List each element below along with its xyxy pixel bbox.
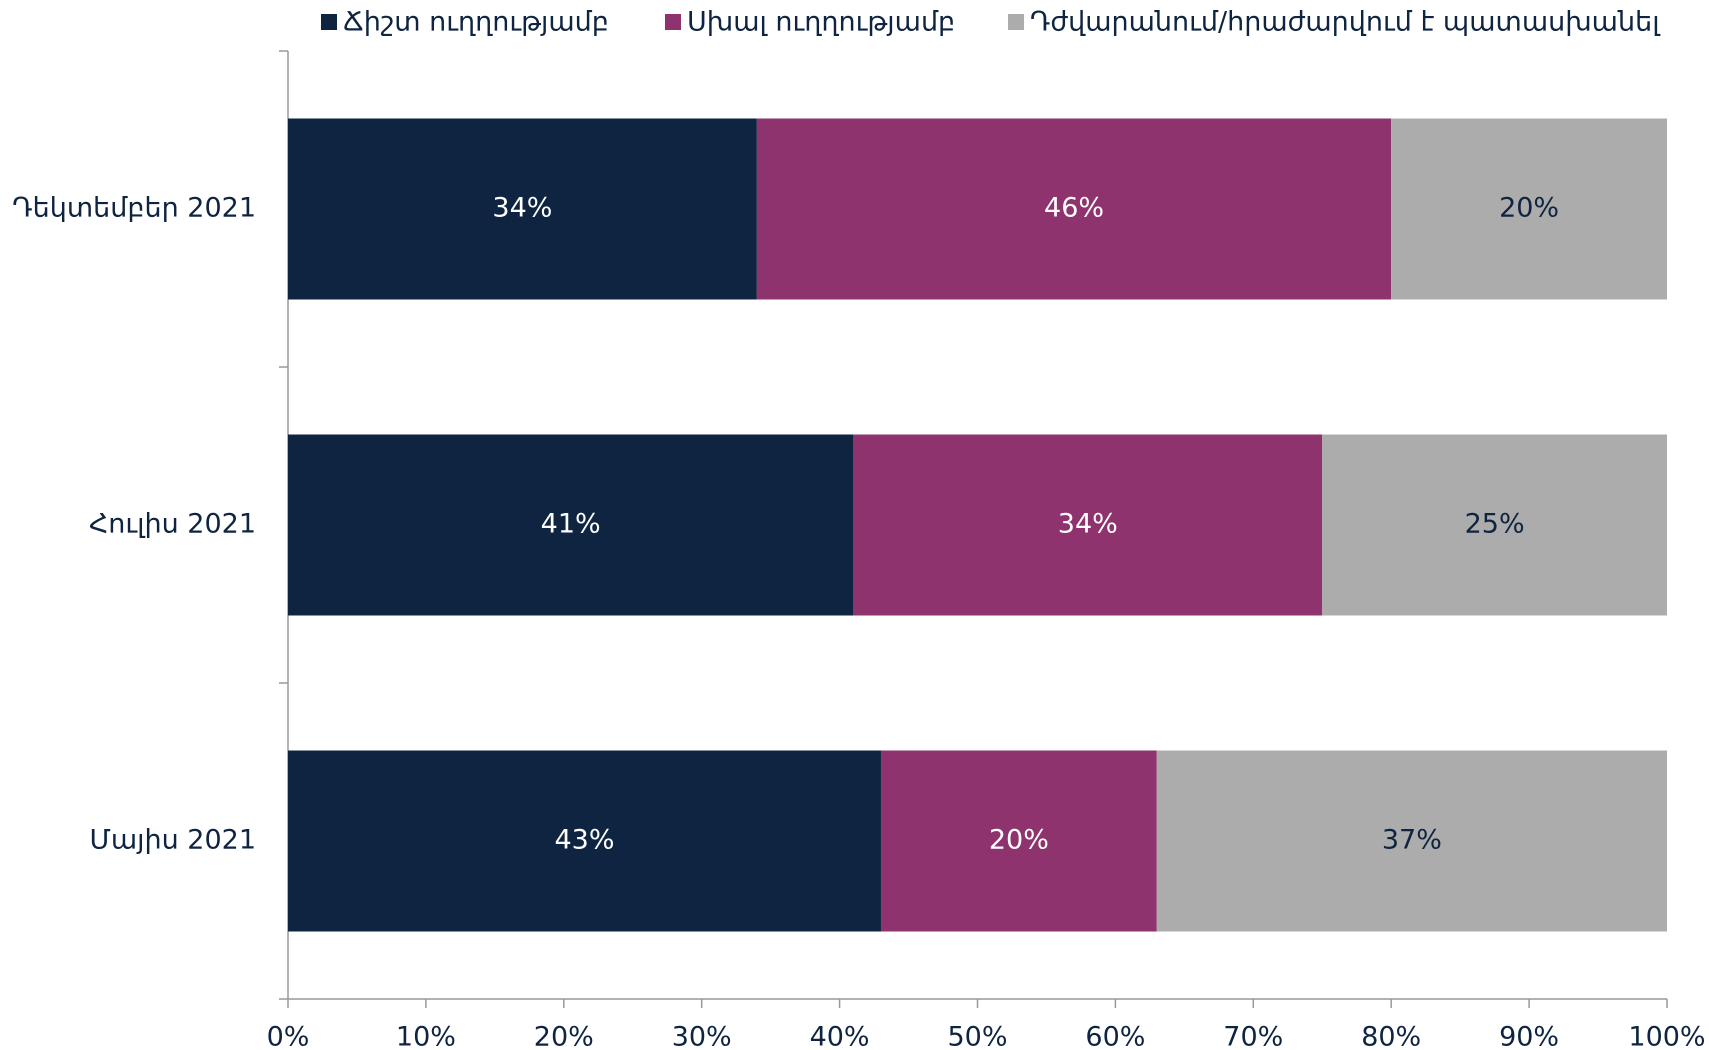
data-label: 41% xyxy=(541,509,601,540)
x-tick-label: 0% xyxy=(267,1022,310,1050)
x-tick-label: 50% xyxy=(947,1022,1007,1050)
x-tick-label: 30% xyxy=(672,1022,732,1050)
bar xyxy=(1391,118,1667,300)
x-tick-label: 10% xyxy=(396,1022,456,1050)
bar xyxy=(288,118,757,300)
bar xyxy=(288,750,881,932)
y-tick-label: Դեկտեմբեր 2021 xyxy=(12,193,256,224)
bar xyxy=(288,434,854,616)
data-label: 46% xyxy=(1044,193,1104,224)
data-label: 37% xyxy=(1382,825,1442,856)
legend-label: Ճիշտ ուղղությամբ xyxy=(343,7,609,38)
x-tick-label: 40% xyxy=(810,1022,870,1050)
x-tick-label: 100% xyxy=(1628,1022,1705,1050)
x-tick-label: 20% xyxy=(534,1022,594,1050)
y-tick-label: Մայիս 2021 xyxy=(89,825,256,856)
x-tick-label: 90% xyxy=(1499,1022,1559,1050)
bar xyxy=(756,118,1392,300)
x-tick-label: 70% xyxy=(1223,1022,1283,1050)
x-tick-label: 60% xyxy=(1085,1022,1145,1050)
data-label: 20% xyxy=(989,825,1049,856)
legend-swatch xyxy=(665,14,681,30)
data-label: 34% xyxy=(1058,509,1118,540)
bar xyxy=(853,434,1323,616)
data-label: 20% xyxy=(1499,193,1559,224)
data-label: 43% xyxy=(554,825,614,856)
bar xyxy=(1156,750,1667,932)
legend-label: Սխալ ուղղությամբ xyxy=(687,7,955,38)
legend-swatch xyxy=(1008,14,1024,30)
legend-label: Դժվարանում/հրաժարվում է պատասխանել xyxy=(1030,7,1661,38)
bar xyxy=(1322,434,1667,616)
y-tick-label: Հուլիս 2021 xyxy=(89,509,256,540)
legend-swatch xyxy=(321,14,337,30)
data-label: 25% xyxy=(1465,509,1525,540)
x-tick-label: 80% xyxy=(1361,1022,1421,1050)
data-label: 34% xyxy=(492,193,552,224)
bar xyxy=(880,750,1157,932)
